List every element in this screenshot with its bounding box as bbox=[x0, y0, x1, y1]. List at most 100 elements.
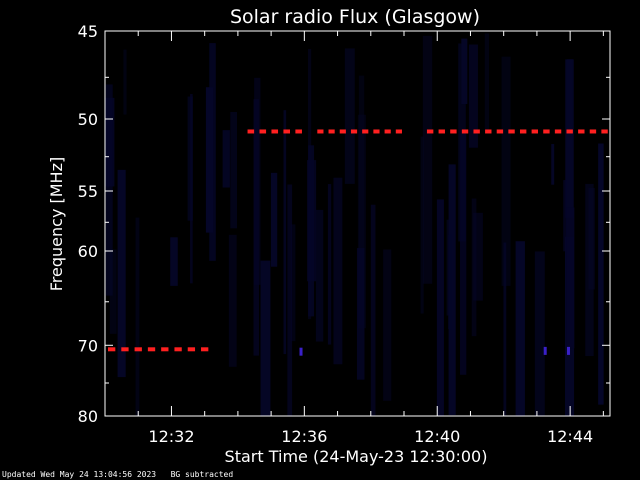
texture-stripe bbox=[585, 183, 594, 357]
y-tick-label: 50 bbox=[78, 110, 98, 129]
texture-stripe bbox=[290, 224, 296, 342]
rfi-dash bbox=[508, 129, 515, 134]
rfi-dash bbox=[247, 129, 255, 134]
texture-stripe bbox=[357, 114, 366, 329]
texture-stripe bbox=[260, 260, 271, 416]
rfi-dash bbox=[601, 129, 608, 134]
y-tick-label: 45 bbox=[78, 22, 98, 41]
footer-status: Updated Wed May 24 13:04:56 2023 BG subt… bbox=[2, 470, 233, 480]
footer-gap bbox=[156, 470, 170, 479]
texture-stripe bbox=[503, 242, 507, 416]
texture-stripe bbox=[563, 180, 567, 252]
texture-stripe bbox=[344, 48, 355, 184]
texture-stripe bbox=[370, 204, 376, 416]
rfi-marks bbox=[108, 129, 608, 352]
texture-stripe bbox=[270, 172, 278, 267]
texture-stripe bbox=[333, 177, 343, 365]
texture-stripe bbox=[315, 209, 324, 342]
texture-stripe bbox=[135, 217, 140, 416]
texture-stripe bbox=[190, 93, 193, 284]
texture-stripe bbox=[566, 59, 573, 148]
texture-stripe bbox=[515, 241, 525, 416]
burst-blip bbox=[543, 346, 547, 355]
burst-blip bbox=[299, 347, 303, 356]
plot-area bbox=[104, 30, 611, 417]
rfi-dash bbox=[121, 347, 129, 352]
texture-stripe bbox=[422, 35, 433, 284]
y-tick-label: 60 bbox=[78, 242, 98, 261]
texture-stripe bbox=[117, 169, 126, 378]
rfi-dash bbox=[373, 129, 380, 134]
rfi-dash bbox=[187, 347, 196, 352]
texture-stripe bbox=[448, 234, 452, 330]
x-tick-label: 12:44 bbox=[547, 427, 593, 446]
rfi-dash bbox=[362, 129, 369, 134]
texture-stripe bbox=[222, 130, 230, 188]
texture-stripe bbox=[566, 207, 575, 349]
chart-title: Solar radio Flux (Glasgow) bbox=[230, 6, 480, 28]
rfi-dash bbox=[531, 129, 538, 134]
plot-frame bbox=[104, 30, 611, 417]
texture-stripe bbox=[287, 184, 293, 416]
rfi-dash bbox=[395, 129, 402, 134]
rfi-dash bbox=[108, 347, 116, 352]
texture-stripe bbox=[283, 110, 287, 355]
texture-stripe bbox=[383, 249, 392, 401]
update-timestamp: Updated Wed May 24 13:04:56 2023 bbox=[2, 470, 157, 479]
rfi-dash bbox=[461, 129, 469, 134]
texture-stripe bbox=[461, 38, 468, 105]
rfi-dash bbox=[295, 129, 302, 134]
texture-stripe bbox=[420, 136, 424, 314]
texture-stripe bbox=[468, 44, 478, 148]
burst-marks bbox=[299, 346, 570, 356]
rfi-dash bbox=[566, 129, 573, 134]
rfi-dash bbox=[328, 129, 335, 134]
rfi-dash bbox=[543, 129, 550, 134]
x-tick-label: 12:32 bbox=[148, 427, 194, 446]
y-tick-label: 55 bbox=[78, 182, 98, 201]
rfi-dash bbox=[426, 129, 434, 134]
y-axis-label: Frequency [MHz] bbox=[47, 157, 66, 291]
texture-stripe bbox=[105, 84, 113, 296]
texture-stripe bbox=[501, 56, 511, 286]
texture-stripe bbox=[230, 111, 238, 229]
texture-stripe bbox=[109, 249, 117, 334]
texture-stripe bbox=[356, 248, 365, 380]
rfi-dash bbox=[438, 129, 445, 134]
rfi-dash bbox=[161, 347, 169, 352]
rfi-dash bbox=[485, 129, 492, 134]
rfi-dash bbox=[450, 129, 457, 134]
rfi-dash bbox=[317, 129, 324, 134]
texture-stripe bbox=[358, 75, 365, 326]
rfi-dash bbox=[339, 129, 346, 134]
background-note: BG subtracted bbox=[170, 470, 234, 479]
rfi-dash bbox=[201, 347, 209, 352]
texture-stripe bbox=[460, 133, 467, 375]
burst-blip bbox=[566, 346, 570, 355]
x-axis-label: Start Time (24-May-23 12:30:00) bbox=[225, 447, 488, 466]
y-tick-label: 80 bbox=[78, 407, 98, 426]
rfi-dash bbox=[519, 129, 527, 134]
rfi-dash bbox=[589, 129, 597, 134]
texture-stripe bbox=[254, 77, 261, 285]
rfi-dash bbox=[496, 129, 504, 134]
texture-stripe bbox=[327, 184, 332, 345]
texture-stripe bbox=[534, 251, 545, 416]
x-tick-label: 12:36 bbox=[281, 427, 327, 446]
texture-stripe bbox=[436, 199, 444, 416]
texture-stripe bbox=[205, 87, 214, 233]
rfi-dash bbox=[147, 347, 156, 352]
rfi-dash bbox=[283, 129, 290, 134]
rfi-dash bbox=[473, 129, 480, 134]
y-tick-label: 70 bbox=[78, 336, 98, 355]
texture-stripe bbox=[551, 144, 555, 185]
texture-stripe bbox=[448, 164, 456, 416]
texture-stripe bbox=[308, 145, 315, 317]
rfi-dash bbox=[259, 129, 267, 134]
rfi-dash bbox=[384, 129, 391, 134]
spectrogram-texture bbox=[105, 33, 604, 416]
rfi-dash bbox=[554, 129, 562, 134]
texture-stripe bbox=[123, 49, 127, 115]
rfi-dash bbox=[350, 129, 358, 134]
